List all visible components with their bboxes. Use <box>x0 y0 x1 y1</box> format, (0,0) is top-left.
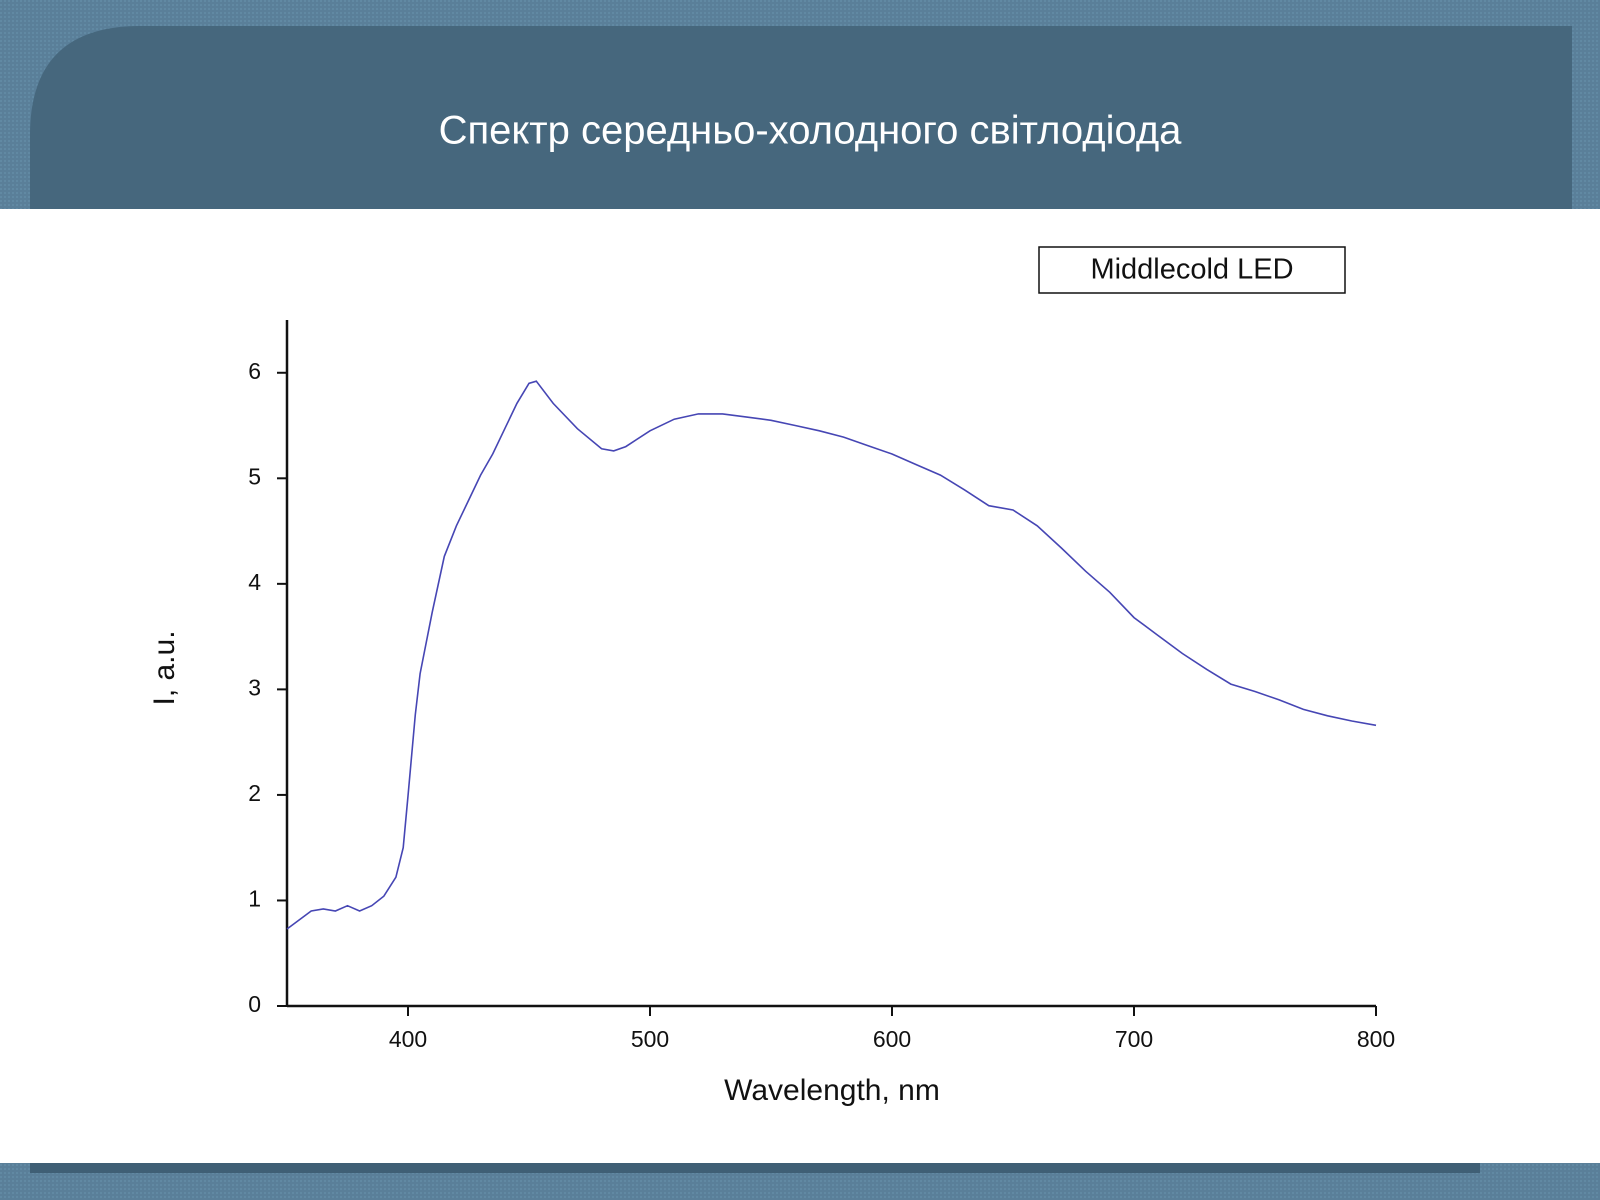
footer-band <box>30 1163 1480 1173</box>
x-axis-label: Wavelength, nm <box>724 1074 940 1107</box>
y-tick-label: 0 <box>248 991 261 1017</box>
data-line <box>286 380 1377 930</box>
content-area <box>0 209 1600 1163</box>
y-tick-label: 5 <box>248 463 261 489</box>
y-tick-label: 3 <box>248 674 261 700</box>
y-tick-label: 2 <box>248 780 261 806</box>
legend-label: Middlecold LED <box>1090 254 1293 286</box>
y-tick-label: 4 <box>248 569 261 595</box>
x-tick-label: 500 <box>631 1026 669 1052</box>
header-band <box>30 26 1572 210</box>
x-tick-label: 800 <box>1357 1026 1395 1052</box>
y-tick-label: 1 <box>248 886 261 912</box>
x-tick-label: 600 <box>873 1026 911 1052</box>
legend-box <box>1038 246 1346 294</box>
y-axis-label: I, a.u. <box>148 630 181 705</box>
x-tick-label: 700 <box>1115 1026 1153 1052</box>
y-tick-label: 6 <box>248 358 261 384</box>
x-tick-label: 400 <box>389 1026 427 1052</box>
slide-title: Спектр середньо-холодного світлодіода <box>439 109 1183 153</box>
